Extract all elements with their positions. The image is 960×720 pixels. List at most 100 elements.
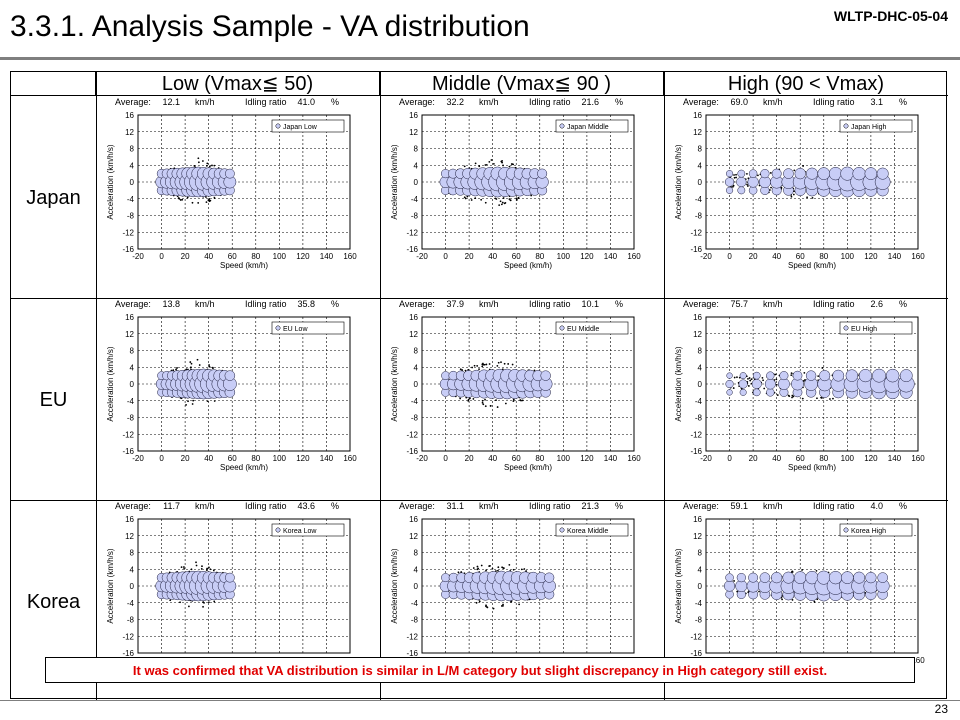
average-label: Average: (115, 97, 151, 107)
data-point-small (472, 398, 475, 400)
legend-box (555, 321, 629, 335)
data-point-small (732, 184, 735, 187)
average-value: 12.1 (162, 97, 180, 107)
data-point-small (484, 405, 487, 408)
data-point-bubble (899, 369, 913, 383)
x-tick-label: 120 (580, 454, 594, 463)
x-tick-label: 60 (228, 454, 237, 463)
y-tick-label: 12 (125, 330, 134, 339)
y-tick-label: -16 (406, 649, 418, 658)
x-tick-label: 80 (251, 252, 260, 261)
data-point-small (208, 200, 211, 203)
y-tick-label: 4 (698, 363, 703, 372)
y-tick-label: 8 (414, 549, 419, 558)
data-point-small (813, 600, 816, 603)
idling-value: 21.3 (581, 501, 599, 511)
x-tick-label: 80 (819, 454, 828, 463)
y-tick-label: 4 (698, 161, 703, 170)
x-tick-label: 0 (727, 252, 732, 261)
data-point-small (829, 398, 831, 400)
y-tick-label: 8 (698, 347, 703, 356)
data-point-small (499, 200, 502, 203)
y-tick-label: 16 (693, 313, 702, 322)
legend-box (555, 119, 629, 133)
data-point-bubble (877, 572, 888, 583)
data-point-bubble (760, 169, 770, 179)
legend-label: Japan Middle (567, 124, 609, 131)
x-tick-label: 160 (627, 252, 641, 261)
y-tick-label: -8 (127, 616, 135, 625)
idling-value: 41.0 (297, 97, 315, 107)
x-axis-label: Speed (km/h) (788, 463, 836, 472)
data-point-small (197, 202, 200, 204)
data-point-small (791, 599, 794, 601)
y-axis-label: Acceleration (km/h/s) (106, 346, 115, 421)
data-point-small (510, 600, 512, 603)
average-label: Average: (115, 299, 151, 309)
data-point-bubble (537, 168, 548, 179)
footer-divider (0, 700, 960, 701)
data-point-small (502, 567, 505, 569)
data-point-bubble (885, 368, 900, 383)
data-point-bubble (858, 369, 873, 383)
data-point-small (488, 161, 491, 163)
data-point-small (510, 163, 513, 165)
idling-value: 10.1 (581, 299, 599, 309)
y-tick-label: 0 (130, 582, 135, 591)
legend-marker (275, 527, 281, 533)
data-point-small (172, 369, 175, 372)
legend-marker (843, 123, 849, 129)
data-markers (723, 569, 890, 603)
average-value: 69.0 (730, 97, 748, 107)
data-point-bubble (853, 571, 866, 584)
data-point-small (467, 399, 470, 402)
x-tick-label: 160 (627, 454, 641, 463)
data-point-bubble (779, 371, 789, 381)
row-label-japan: Japan (26, 187, 81, 209)
data-point-small (792, 193, 795, 196)
data-point-small (481, 401, 484, 404)
data-point-small (512, 398, 515, 401)
data-point-small (195, 564, 198, 567)
speed-unit: km/h (195, 97, 215, 107)
data-point-small (780, 186, 783, 189)
data-point-small (187, 400, 189, 403)
data-point-small (817, 375, 820, 378)
data-point-small (485, 363, 488, 366)
y-tick-label: 0 (414, 380, 419, 389)
data-point-small (197, 157, 200, 160)
data-point-bubble (726, 389, 733, 396)
data-point-small (491, 567, 494, 570)
data-point-small (485, 569, 487, 572)
y-tick-label: 4 (130, 363, 135, 372)
data-point-small (481, 365, 484, 368)
data-point-bubble (771, 571, 783, 584)
y-tick-label: -8 (411, 616, 419, 625)
legend-label: Korea Middle (567, 528, 608, 535)
x-axis-label: Speed (km/h) (504, 463, 552, 472)
speed-unit: km/h (479, 299, 499, 309)
x-tick-label: 160 (343, 454, 357, 463)
y-tick-label: -4 (411, 397, 419, 406)
y-tick-label: -8 (127, 212, 135, 221)
data-point-small (481, 399, 484, 402)
data-point-small (205, 165, 208, 167)
data-point-small (763, 387, 766, 390)
data-point-small (788, 395, 791, 398)
y-tick-label: -16 (122, 447, 134, 456)
y-tick-label: -16 (406, 245, 418, 254)
data-markers (439, 159, 549, 207)
data-point-small (492, 162, 495, 165)
x-tick-label: 100 (841, 454, 855, 463)
data-point-small (736, 376, 738, 379)
data-point-small (195, 561, 197, 564)
data-point-small (191, 403, 194, 405)
y-tick-label: -8 (127, 414, 135, 423)
data-point-small (501, 160, 504, 162)
data-point-small (815, 569, 818, 572)
scatter-chart-japan-low: Average: 12.1 km/h Idling ratio 41.0 % -20 0 20 4… (106, 97, 357, 270)
data-point-small (464, 197, 467, 200)
x-tick-label: 60 (228, 252, 237, 261)
data-point-small (482, 362, 484, 365)
